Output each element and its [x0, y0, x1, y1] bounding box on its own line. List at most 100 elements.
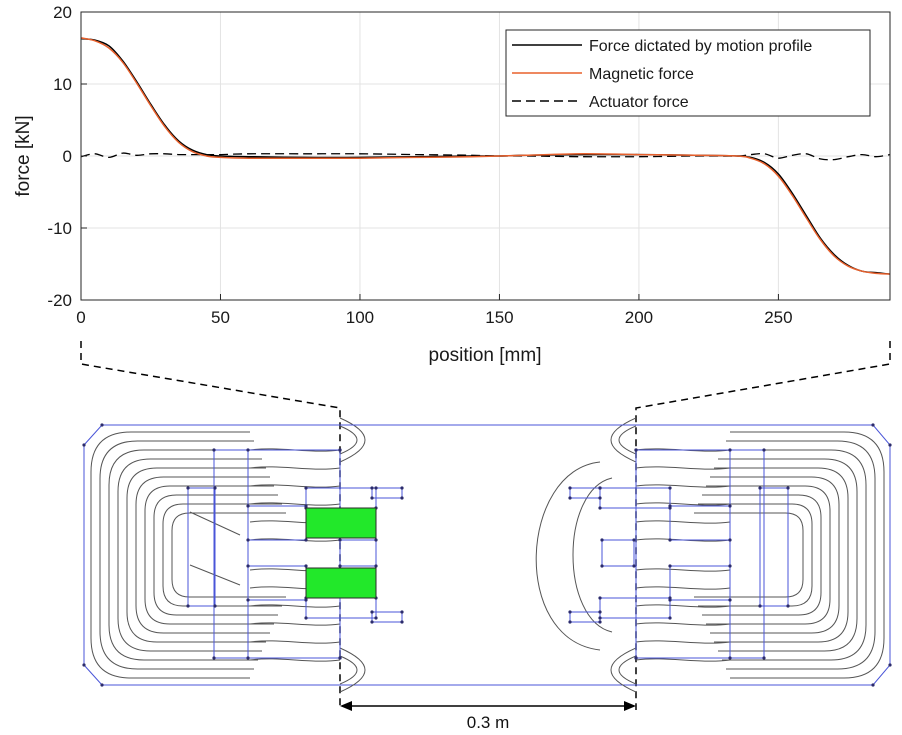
mesh-node: [786, 604, 790, 608]
flux-lines: [90, 417, 885, 693]
mesh-node: [304, 486, 308, 490]
mesh-node: [758, 486, 762, 490]
flux-line: [126, 467, 266, 643]
flux-line: [635, 466, 731, 470]
mesh-node: [100, 683, 104, 687]
flux-line: [339, 425, 358, 455]
mesh-node: [568, 496, 572, 500]
flux-line: [339, 647, 366, 693]
flux-line: [635, 520, 731, 524]
geometry-segment: [305, 597, 377, 619]
flux-line: [153, 494, 278, 616]
mesh-node: [762, 656, 766, 660]
flux-line: [618, 425, 637, 455]
geometry-segment: [247, 449, 341, 659]
geometry-segment: [599, 487, 671, 509]
mesh-node: [758, 604, 762, 608]
mesh-node: [598, 620, 602, 624]
flux-line: [698, 503, 813, 607]
mesh-node: [632, 538, 636, 542]
force-position-chart: 0 50 100 150 200 250 -20 -10 0 10 20 position [mm]…: [13, 3, 891, 366]
x-tick-label: 250: [764, 308, 792, 327]
mesh-nodes: [82, 423, 892, 687]
mesh-node: [374, 616, 378, 620]
series-line-magnetic-force: [80, 37, 891, 275]
flux-line: [249, 466, 341, 470]
y-tick-label: -10: [47, 219, 72, 238]
flux-line: [249, 622, 341, 626]
mesh-node: [338, 564, 342, 568]
mesh-node: [370, 496, 374, 500]
mesh-node: [304, 616, 308, 620]
mesh-node: [728, 504, 732, 508]
mesh-node: [668, 616, 672, 620]
mesh-node: [100, 423, 104, 427]
mesh-node: [786, 486, 790, 490]
geometry-segment: [213, 449, 341, 659]
flux-line: [635, 484, 731, 488]
mesh-node: [370, 620, 374, 624]
flux-line: [726, 440, 876, 670]
mesh-node: [400, 620, 404, 624]
mesh-node: [246, 598, 250, 602]
geometry-segment: [601, 539, 635, 567]
mesh-node: [668, 596, 672, 600]
flux-line: [635, 586, 731, 590]
mesh-node: [400, 496, 404, 500]
mesh-node: [668, 564, 672, 568]
mesh-node: [400, 486, 404, 490]
mesh-node: [568, 620, 572, 624]
flux-line: [117, 458, 262, 652]
geometry-segment: [247, 505, 307, 541]
arrowhead-right: [624, 701, 636, 711]
flux-line: [635, 622, 731, 626]
zoom-connectors: [80, 341, 891, 710]
mesh-node: [246, 504, 250, 508]
flux-line: [339, 417, 366, 463]
mesh-node: [374, 538, 378, 542]
flux-line: [99, 440, 254, 670]
mesh-node: [213, 486, 217, 490]
flux-line: [171, 512, 286, 598]
y-axis-label: force [kN]: [13, 115, 34, 196]
mesh-node: [568, 486, 572, 490]
mesh-node: [598, 486, 602, 490]
mesh-node: [82, 443, 86, 447]
legend-label-motion-profile: Force dictated by motion profile: [589, 38, 812, 55]
geometry-segment: [759, 487, 789, 607]
geometry-segment: [669, 565, 731, 601]
x-tick-label: 200: [625, 308, 653, 327]
flux-line: [144, 485, 274, 625]
mesh-node: [728, 564, 732, 568]
flux-line: [694, 512, 804, 598]
flux-line: [706, 485, 831, 625]
flux-line: [635, 658, 731, 662]
mesh-node: [246, 564, 250, 568]
mesh-node: [246, 538, 250, 542]
flux-line: [730, 431, 885, 679]
x-tick-label: 150: [485, 308, 513, 327]
geometry-segment: [669, 505, 731, 541]
distance-annotation: 0.3 m: [340, 701, 636, 732]
mesh-node: [598, 596, 602, 600]
geometry-segment: [247, 565, 307, 601]
mesh-node: [668, 506, 672, 510]
flux-line: [610, 417, 637, 463]
x-axis-label: position [mm]: [429, 345, 542, 366]
mesh-node: [246, 448, 250, 452]
mesh-node: [871, 683, 875, 687]
flux-line: [535, 461, 601, 651]
x-tick-label: 0: [76, 308, 85, 327]
x-tick-label: 100: [346, 308, 374, 327]
coil-lower: [305, 567, 377, 599]
flux-line: [339, 655, 358, 685]
mesh-node: [304, 538, 308, 542]
geometry-segment: [635, 449, 765, 659]
mesh-node: [598, 506, 602, 510]
mesh-node: [304, 564, 308, 568]
mesh-node: [370, 610, 374, 614]
flux-line: [90, 431, 250, 679]
flux-line: [249, 502, 341, 506]
y-tick-label: 10: [53, 75, 72, 94]
